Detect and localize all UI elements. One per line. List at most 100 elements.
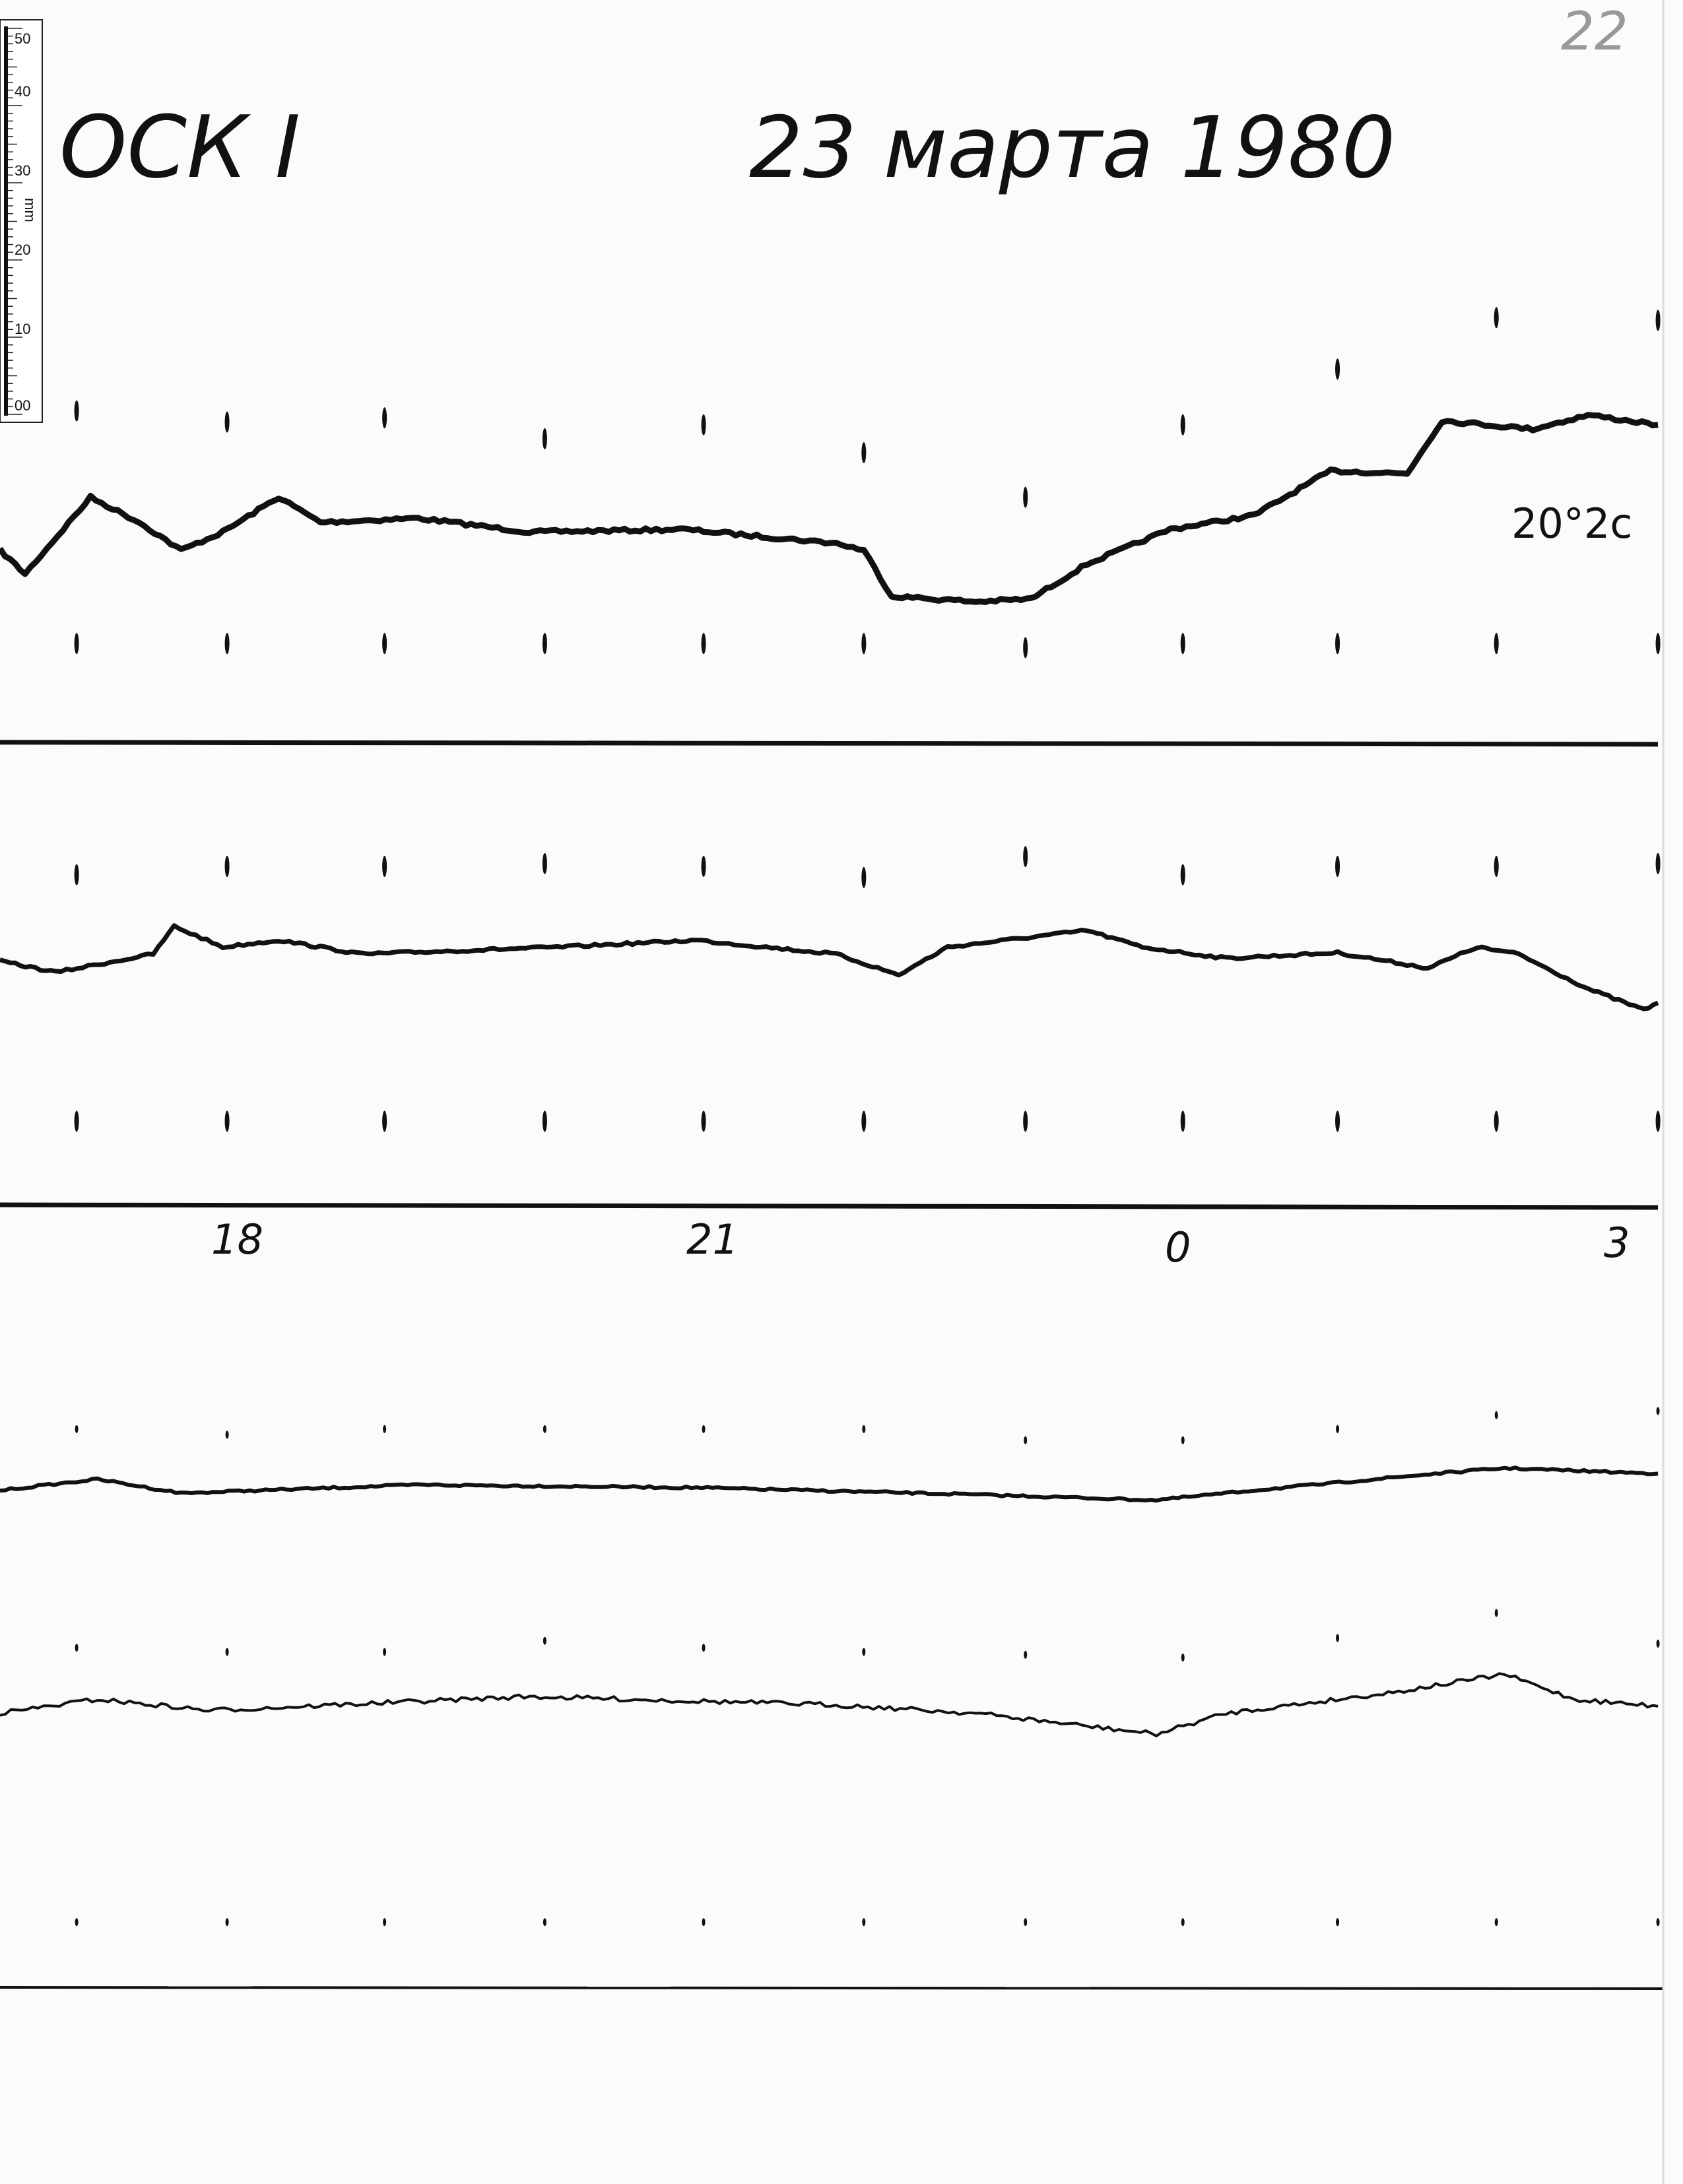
time-mark	[702, 1425, 706, 1433]
time-mark	[1335, 358, 1340, 380]
time-mark	[1494, 307, 1499, 329]
time-mark	[1181, 1654, 1185, 1662]
time-mark	[1655, 1110, 1661, 1132]
time-mark	[701, 1110, 706, 1132]
baseline-divider	[0, 1202, 1659, 1210]
time-mark	[74, 633, 79, 655]
time-mark	[1023, 1110, 1028, 1132]
time-mark	[862, 1648, 866, 1656]
time-mark	[862, 1918, 866, 1927]
time-mark	[862, 1425, 866, 1433]
time-mark	[383, 1425, 387, 1433]
hour-label-18: 18	[211, 1215, 263, 1264]
time-mark	[1023, 486, 1028, 508]
time-mark	[1335, 633, 1340, 655]
time-mark	[382, 407, 387, 429]
ruler-label: 00	[15, 397, 30, 414]
time-mark	[861, 442, 867, 464]
time-mark	[1494, 1411, 1498, 1419]
page-number: 22	[1561, 1, 1628, 62]
trace-line	[0, 412, 1659, 605]
time-mark	[701, 414, 706, 435]
station-label: ОСК I	[59, 97, 300, 197]
time-mark	[1656, 1639, 1660, 1648]
time-mark	[701, 633, 706, 655]
time-mark	[1494, 1110, 1499, 1132]
time-mark	[1180, 1110, 1185, 1132]
time-mark	[1655, 309, 1661, 331]
time-mark	[543, 1636, 546, 1645]
time-marks	[74, 307, 1661, 1927]
time-mark	[1494, 1609, 1498, 1617]
time-mark	[1335, 1110, 1340, 1132]
time-mark	[702, 1644, 706, 1652]
time-mark	[1180, 864, 1185, 885]
time-mark	[225, 1648, 229, 1656]
time-mark	[543, 1425, 546, 1433]
time-mark	[1656, 1407, 1660, 1415]
time-mark	[75, 1918, 79, 1927]
ruler-unit: mm	[22, 198, 38, 222]
time-mark	[861, 633, 867, 655]
ruler-label: 30	[15, 162, 30, 179]
time-mark	[1023, 637, 1028, 658]
time-mark	[75, 1644, 79, 1652]
time-mark	[75, 1425, 79, 1433]
time-mark	[224, 856, 230, 878]
time-mark	[224, 411, 230, 433]
ruler-label: 10	[15, 321, 30, 337]
time-mark	[701, 856, 706, 878]
hour-label-21: 21	[686, 1215, 739, 1264]
ruler-label: 50	[15, 30, 30, 47]
time-mark	[861, 1110, 867, 1132]
time-mark	[1335, 856, 1340, 878]
baseline-divider	[0, 740, 1659, 747]
time-mark	[224, 633, 230, 655]
time-mark	[382, 856, 387, 878]
time-mark	[1024, 1918, 1028, 1927]
time-mark	[1336, 1425, 1340, 1433]
time-mark	[543, 1918, 546, 1927]
time-mark	[542, 633, 547, 655]
hour-label-3: 3	[1604, 1219, 1630, 1267]
ruler-edge	[4, 26, 8, 416]
time-mark	[1655, 852, 1661, 874]
trace-line	[0, 1465, 1659, 1503]
time-mark	[1024, 1436, 1028, 1444]
time-mark	[383, 1648, 387, 1656]
baseline-divider	[0, 1986, 1664, 1990]
time-mark	[1180, 633, 1185, 655]
time-mark	[382, 633, 387, 655]
ruler-label: 40	[15, 83, 30, 100]
time-mark	[383, 1918, 387, 1927]
time-mark	[1494, 1918, 1498, 1927]
time-mark	[1336, 1634, 1340, 1642]
time-mark	[1023, 846, 1028, 868]
ruler-label: 20	[15, 241, 30, 258]
time-mark	[1181, 1436, 1185, 1444]
time-mark	[542, 1110, 547, 1132]
time-mark	[1494, 633, 1499, 655]
time-mark	[702, 1918, 706, 1927]
mm-ruler: 50 40 30 20 10 00 mm	[0, 19, 43, 423]
time-mark	[1336, 1918, 1340, 1927]
time-mark	[382, 1110, 387, 1132]
time-mark	[861, 866, 867, 888]
time-mark	[74, 1110, 79, 1132]
trace-line	[0, 1672, 1659, 1738]
time-mark	[1656, 1918, 1660, 1927]
time-mark	[1024, 1650, 1028, 1659]
time-mark	[542, 852, 547, 874]
time-mark	[225, 1918, 229, 1927]
time-mark	[224, 1110, 230, 1132]
recorded-traces	[0, 412, 1659, 1738]
ruler-ticks	[8, 28, 22, 415]
time-mark	[1181, 1918, 1185, 1927]
time-mark	[1655, 633, 1661, 655]
record-date: 23 марта 1980	[749, 99, 1395, 197]
time-mark	[1180, 414, 1185, 435]
time-mark	[1494, 856, 1499, 878]
scale-note: 20°2c	[1511, 499, 1632, 548]
time-mark	[542, 428, 547, 449]
